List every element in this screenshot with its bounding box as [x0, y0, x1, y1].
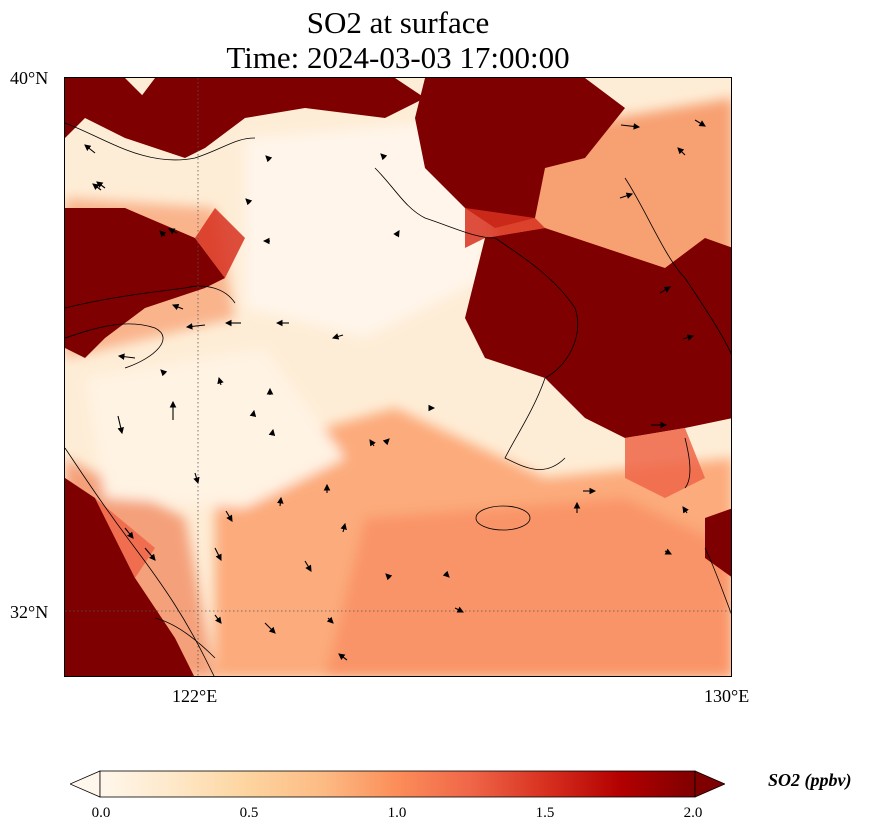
wind-arrow	[677, 147, 686, 156]
wind-arrow	[225, 510, 233, 522]
wind-arrow	[245, 198, 253, 206]
wind-arrow	[84, 144, 96, 154]
wind-arrow	[694, 119, 706, 127]
coastline-sw-korea	[504, 377, 566, 470]
wind-arrow	[268, 428, 276, 437]
colorbar	[70, 770, 725, 798]
wind-arrow	[331, 333, 344, 340]
wind-arrow	[117, 353, 136, 360]
lat-label-32n: 32°N	[10, 602, 49, 622]
coastline-bohai	[65, 122, 256, 161]
wind-arrow	[249, 409, 257, 418]
map-panel[interactable]	[64, 77, 732, 677]
wind-arrow	[96, 181, 106, 189]
wind-arrow	[442, 570, 450, 578]
wind-arrow	[144, 547, 156, 561]
high-region-jiangsu	[65, 478, 194, 676]
wind-arrow	[454, 606, 464, 613]
high-region-north-strip	[125, 78, 425, 158]
lon-label-130e: 130°E	[704, 686, 750, 706]
coastline-kyushu	[704, 547, 731, 614]
wind-arrow	[326, 616, 334, 624]
wind-arrow	[682, 334, 695, 341]
coastline-tsushima	[684, 437, 691, 489]
wind-arrow	[659, 286, 671, 294]
wind-arrow	[340, 522, 347, 533]
wind-arrow	[265, 155, 273, 163]
colorbar-extend-max	[694, 770, 725, 798]
field-light-center	[245, 118, 485, 338]
lon-label-122e: 122°E	[172, 686, 218, 706]
wind-arrow	[382, 438, 390, 446]
wind-arrow	[159, 230, 167, 238]
so2-high-regions	[65, 78, 731, 676]
map-subtitle-time: Time: 2024-03-03 17:00:00	[226, 40, 570, 75]
colorbar-tick-1: 0.5	[239, 805, 259, 821]
lat-label-40n: 40°N	[10, 68, 49, 88]
wind-arrow	[185, 323, 206, 330]
wind-arrow	[264, 622, 276, 634]
colorbar-tick-4: 2.0	[683, 805, 703, 821]
coastline-west-korea	[494, 237, 579, 379]
wind-arrow	[160, 369, 168, 377]
field-light-west	[85, 348, 345, 508]
high-region-shandong	[65, 208, 225, 358]
wind-arrow	[664, 548, 672, 555]
colorbar-extend-min	[70, 770, 101, 798]
coastline-jiangsu	[65, 447, 215, 676]
wind-arrow	[124, 527, 134, 539]
wind-arrow	[193, 472, 200, 485]
high-region-korea	[465, 228, 731, 438]
colorbar-gradient	[99, 770, 696, 798]
map-title: SO2 at surface	[306, 5, 490, 40]
wind-arrow	[369, 439, 376, 447]
coastline-liaodong	[374, 167, 496, 239]
coastline-shandong-north	[65, 285, 236, 309]
field-moderate-southeast	[325, 498, 731, 676]
colorbar-tick-2: 1.0	[387, 805, 407, 821]
colorbar-tick-3: 1.5	[535, 805, 555, 821]
so2-transition-rims	[95, 208, 705, 578]
wind-arrow	[380, 153, 388, 161]
coastlines	[65, 122, 731, 676]
coastline-east-korea	[624, 177, 731, 355]
high-region-liaoning	[415, 78, 625, 228]
coastline-shandong-south	[65, 323, 164, 369]
wind-arrow	[385, 573, 393, 581]
wind-arrow	[92, 183, 102, 191]
wind-arrow	[171, 303, 184, 311]
wind-arrow	[338, 653, 348, 661]
colorbar-tick-0: 0.0	[91, 805, 111, 821]
wind-vectors	[84, 119, 706, 661]
colorbar-label: SO2 (ppbv)	[768, 770, 852, 790]
coastline-yangtze	[154, 617, 216, 659]
high-region-japan	[705, 508, 731, 577]
wind-arrow	[217, 376, 224, 386]
coastline-jeju	[475, 505, 531, 531]
wind-arrow	[168, 228, 178, 235]
wind-arrow	[277, 496, 284, 507]
gridlines	[65, 78, 731, 676]
wind-arrow	[682, 506, 689, 514]
wind-arrow	[117, 415, 124, 435]
wind-arrow	[393, 230, 400, 238]
wind-arrow	[304, 560, 312, 572]
so2-field-map	[65, 78, 731, 676]
wind-arrow	[619, 192, 634, 199]
wind-arrow	[214, 614, 222, 624]
wind-arrow	[620, 123, 641, 130]
wind-arrow	[214, 547, 222, 561]
